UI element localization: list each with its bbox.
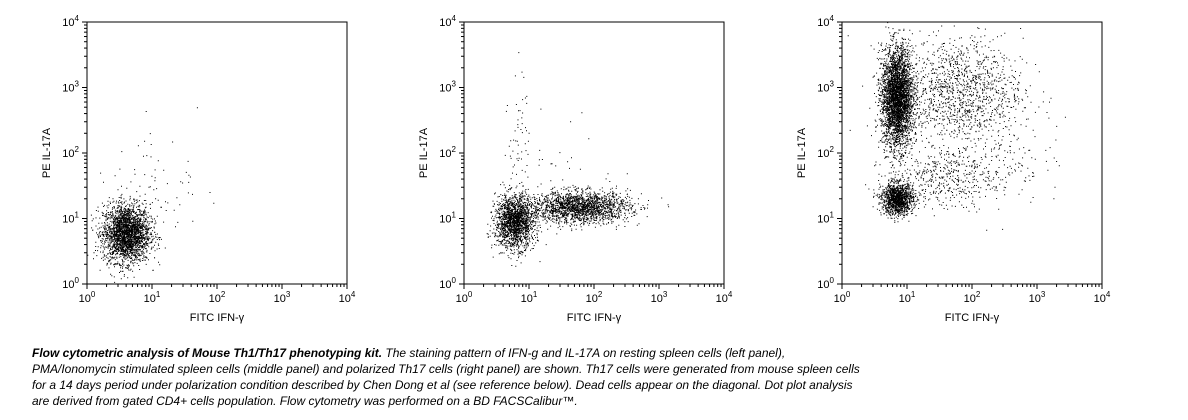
dots-layer — [486, 52, 670, 267]
y-axis-label: PE IL-17A — [796, 127, 808, 178]
x-axis-label: FITC IFN-γ — [945, 312, 1000, 324]
x-tick-label: 100 — [79, 290, 96, 305]
x-axis-label: FITC IFN-γ — [190, 312, 245, 324]
x-tick-label: 104 — [1094, 290, 1111, 305]
y-axis-label: PE IL-17A — [41, 127, 53, 178]
y-tick-label: 102 — [817, 145, 834, 160]
caption-title: Flow cytometric analysis of Mouse Th1/Th… — [32, 346, 383, 360]
y-tick-label: 101 — [439, 211, 456, 226]
scatter-points — [87, 107, 215, 283]
x-tick-label: 101 — [144, 290, 161, 305]
x-axis-label: FITC IFN-γ — [567, 312, 622, 324]
y-tick-label: 102 — [62, 145, 79, 160]
x-tick-label: 103 — [1029, 290, 1046, 305]
x-tick-label: 102 — [586, 290, 603, 305]
y-tick-label: 101 — [817, 211, 834, 226]
caption-line-1: The staining pattern of IFN-g and IL-17A… — [382, 346, 786, 360]
x-tick-label: 104 — [339, 290, 356, 305]
x-tick-label: 101 — [899, 290, 916, 305]
caption-line-3: for a 14 days period under polarization … — [32, 378, 853, 392]
y-tick-label: 101 — [62, 211, 79, 226]
y-tick-label: 103 — [62, 80, 79, 95]
y-tick-label: 102 — [439, 145, 456, 160]
y-tick-label: 104 — [817, 14, 834, 29]
y-tick-label: 100 — [62, 276, 79, 291]
y-tick-label: 104 — [62, 14, 79, 29]
x-tick-label: 101 — [521, 290, 538, 305]
y-tick-label: 100 — [817, 276, 834, 291]
caption-line-2: PMA/Ionomycin stimulated spleen cells (m… — [32, 362, 860, 376]
y-tick-label: 103 — [439, 80, 456, 95]
y-tick-label: 104 — [439, 14, 456, 29]
figure-caption: Flow cytometric analysis of Mouse Th1/Th… — [32, 345, 1032, 409]
x-tick-label: 100 — [456, 290, 473, 305]
x-tick-label: 102 — [964, 290, 981, 305]
scatter-points — [847, 22, 1066, 231]
caption-line-4: are derived from gated CD4+ cells popula… — [32, 394, 578, 408]
plot-frame — [841, 21, 1103, 285]
x-tick-label: 103 — [274, 290, 291, 305]
scatter-points — [486, 52, 670, 267]
y-tick-label: 100 — [439, 276, 456, 291]
x-tick-label: 103 — [651, 290, 668, 305]
dots-layer — [87, 107, 215, 283]
x-tick-label: 102 — [209, 290, 226, 305]
x-tick-label: 100 — [834, 290, 851, 305]
y-tick-label: 103 — [817, 80, 834, 95]
dots-layer — [847, 22, 1066, 231]
x-tick-label: 104 — [716, 290, 733, 305]
y-axis-label: PE IL-17A — [418, 127, 430, 178]
